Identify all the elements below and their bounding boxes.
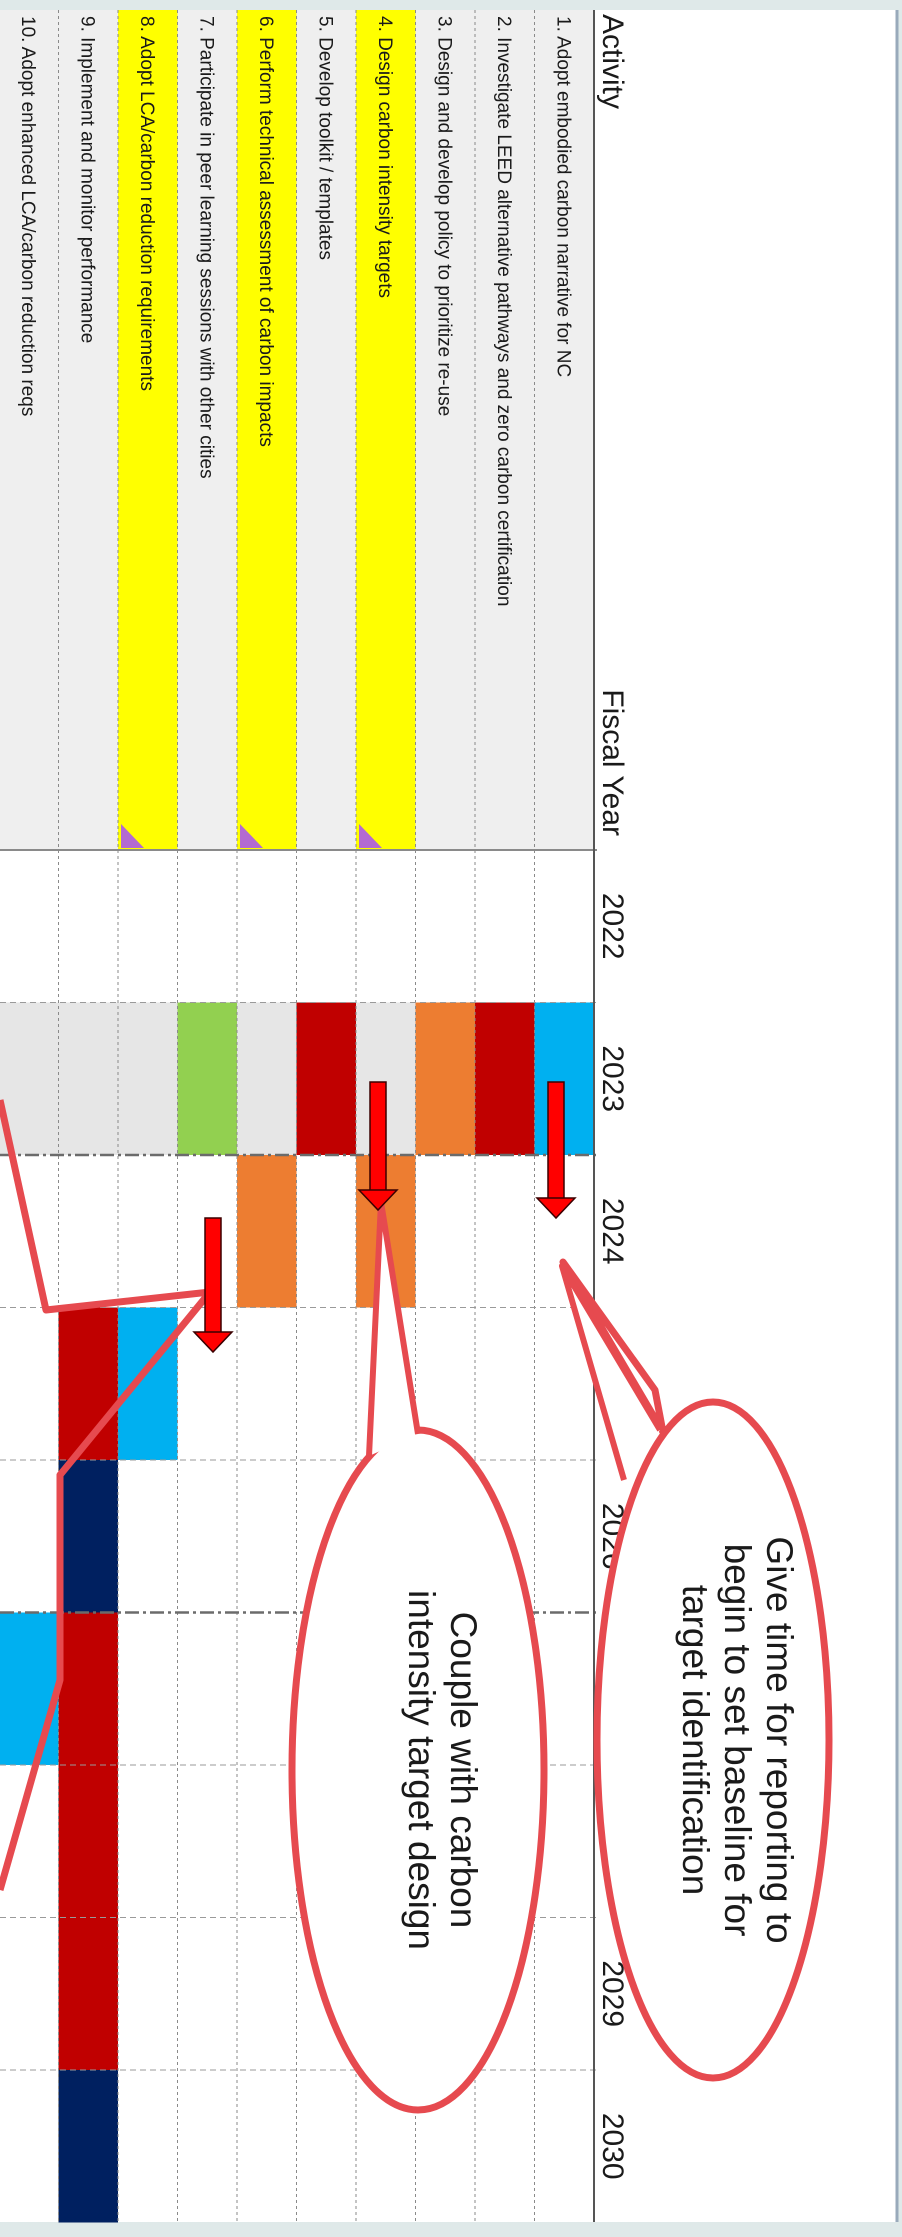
gantt-bar (58, 1307, 118, 1460)
gantt-bar (58, 1612, 118, 2070)
bars-layer (0, 1002, 594, 2223)
callout-bubble (593, 1398, 833, 2082)
comment-marker-icon (359, 824, 382, 848)
gantt-bar (475, 1002, 535, 1155)
gantt-bar (177, 1002, 237, 1155)
activity-header: Activity (596, 14, 629, 109)
callout-text: Give time for reporting to (759, 1536, 800, 1943)
comment-marker-icon (240, 824, 263, 848)
callout-text: intensity target design (401, 1590, 442, 1950)
red-arrow-icon (357, 1189, 399, 1212)
callout-text: target identification (675, 1585, 716, 1896)
gantt-bar (118, 1307, 178, 1460)
gantt-bar (58, 1460, 118, 1613)
activity-label: 5. Develop toolkit / templates (314, 16, 335, 260)
year-tick-label: 2030 (596, 2113, 629, 2180)
activity-label: 9. Implement and monitor performance (76, 16, 97, 343)
gantt-bar (0, 1612, 59, 1765)
red-arrow-icon (369, 1081, 387, 1193)
red-arrow-icon (535, 1197, 577, 1220)
red-arrow-icon (192, 1331, 234, 1354)
gantt-bar (415, 1002, 475, 1155)
gantt-bar (237, 1155, 297, 1308)
activity-label: 1. Adopt embodied carbon narrative for N… (552, 16, 573, 377)
red-arrow-icon (204, 1217, 222, 1335)
year-tick-label: 2023 (596, 1045, 629, 1112)
year-tick-label: 2024 (596, 1198, 629, 1265)
year-tick-label: 2022 (596, 893, 629, 960)
gantt-bar (296, 1002, 356, 1155)
activity-label: 10. Adopt enhanced LCA/carbon reduction … (17, 16, 38, 416)
activity-label: 2. Investigate LEED alternative pathways… (493, 16, 514, 606)
activity-label: 4. Design carbon intensity targets (374, 16, 395, 298)
activity-label: 8. Adopt LCA/carbon reduction requiremen… (136, 16, 157, 391)
row-highlight (237, 10, 297, 850)
activity-label: 6. Perform technical assessment of carbo… (255, 16, 276, 447)
year-tick-label: 2029 (596, 1960, 629, 2027)
activity-label: 7. Participate in peer learning sessions… (195, 16, 216, 479)
callout-tail (559, 1263, 663, 1481)
activity-label: 3. Design and develop policy to prioriti… (433, 16, 454, 416)
gantt-bar (58, 2070, 118, 2223)
callout-text: Couple with carbon (443, 1612, 484, 1929)
callout-bubble-partial (0, 1099, 214, 1891)
red-arrow-icon (547, 1081, 565, 1201)
row-highlight (356, 10, 416, 850)
row-highlight (118, 10, 178, 850)
callout-text: begin to set baseline for (717, 1544, 758, 1937)
comment-marker-icon (121, 824, 144, 848)
fiscal-year-header: Fiscal Year (596, 689, 629, 836)
